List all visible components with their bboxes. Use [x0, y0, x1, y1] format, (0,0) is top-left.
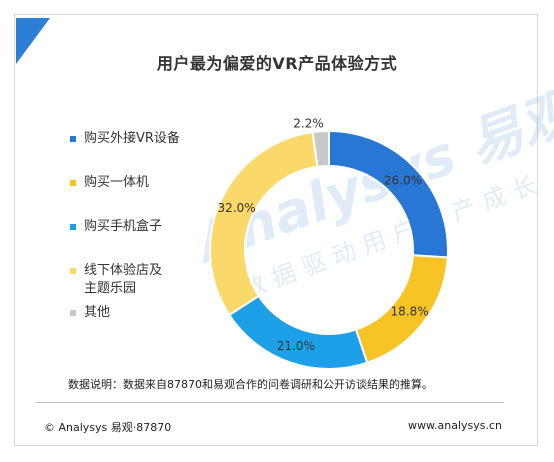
donut-slice	[311, 129, 330, 168]
legend-swatch	[70, 310, 76, 316]
legend-item-other: 其他	[70, 304, 200, 322]
chart-title: 用户最为偏爱的VR产品体验方式	[156, 54, 398, 73]
slice-value-label: 2.2%	[293, 116, 324, 130]
legend-label: 线下体验店及 主题乐园	[84, 263, 163, 296]
legend-swatch	[70, 224, 76, 230]
slice-value-label: 32.0%	[218, 201, 256, 215]
legend-label: 购买手机盒子	[84, 219, 163, 234]
slice-value-label: 21.0%	[277, 339, 315, 353]
donut-labels: 26.0% 18.8% 21.0% 32.0% 2.2%	[218, 116, 429, 353]
slice-value-label: 18.8%	[391, 305, 429, 319]
donut-slice	[328, 129, 449, 259]
legend-swatch	[70, 268, 76, 274]
footer-url: www.analysys.cn	[408, 419, 502, 432]
footer-divider	[36, 402, 504, 403]
chart-frame	[14, 14, 538, 446]
legend-item-phone-box: 购买手机盒子	[70, 218, 200, 236]
legend-item-external-vr: 购买外接VR设备	[70, 130, 200, 148]
donut-slice	[209, 131, 319, 317]
legend-label: 购买外接VR设备	[84, 131, 180, 146]
legend-item-all-in-one: 购买一体机	[70, 174, 200, 192]
slice-value-label: 26.0%	[384, 174, 422, 188]
legend-swatch	[70, 180, 76, 186]
legend-item-offline-store: 线下体验店及 主题乐园	[70, 262, 200, 298]
legend-label: 其他	[84, 305, 111, 320]
footer-copyright: © Analysys 易观·87870	[44, 421, 172, 434]
legend-swatch	[70, 136, 76, 142]
donut-slice	[227, 294, 369, 370]
legend-label: 购买一体机	[84, 175, 150, 190]
donut-slices	[209, 129, 449, 370]
data-note: 数据说明：数据来自87870和易观合作的问卷调研和公开访谈结果的推算。	[68, 378, 433, 391]
